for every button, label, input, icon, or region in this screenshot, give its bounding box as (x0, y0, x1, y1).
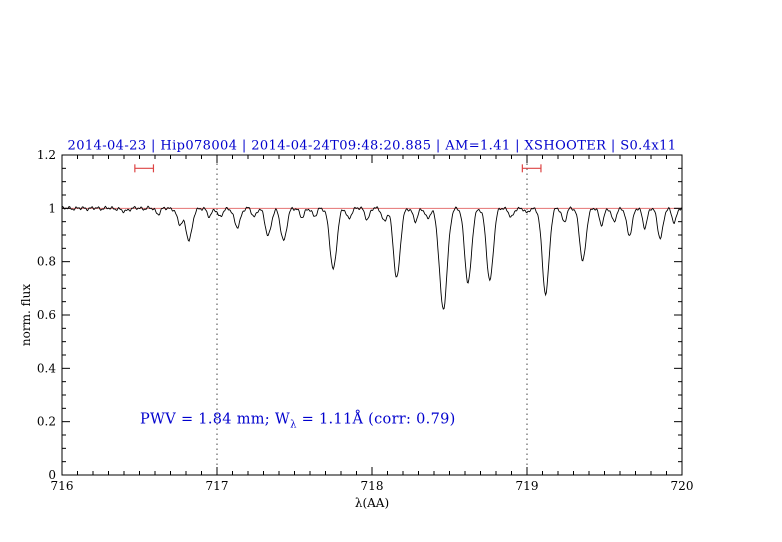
x-tick-label: 720 (671, 479, 694, 493)
pwv-annotation-text-1: PWV = 1.84 mm; W (140, 411, 291, 428)
x-tick-label: 716 (51, 479, 74, 493)
y-tick-label: 0.6 (37, 308, 56, 322)
x-tick-label: 717 (206, 479, 229, 493)
x-tick-label: 719 (516, 479, 539, 493)
y-tick-label: 0.8 (37, 255, 56, 269)
y-tick-label: 0 (48, 468, 56, 482)
lambda-subscript: λ (290, 419, 297, 431)
x-axis-label: λ(AA) (354, 496, 390, 510)
pwv-annotation-text-2: = 1.11Å (corr: 0.79) (296, 411, 456, 428)
y-tick-label: 0.4 (37, 361, 56, 375)
x-tick-label: 718 (361, 479, 384, 493)
spectrum-line (61, 205, 683, 310)
y-tick-label: 1 (48, 201, 56, 215)
chart-title: 2014-04-23 | Hip078004 | 2014-04-24T09:4… (67, 138, 677, 154)
y-tick-label: 1.2 (37, 148, 56, 162)
pwv-annotation: PWV = 1.84 mm; Wλ = 1.11Å (corr: 0.79) (140, 412, 456, 431)
y-axis-label: norm. flux (19, 283, 33, 347)
y-tick-label: 0.2 (37, 415, 56, 429)
